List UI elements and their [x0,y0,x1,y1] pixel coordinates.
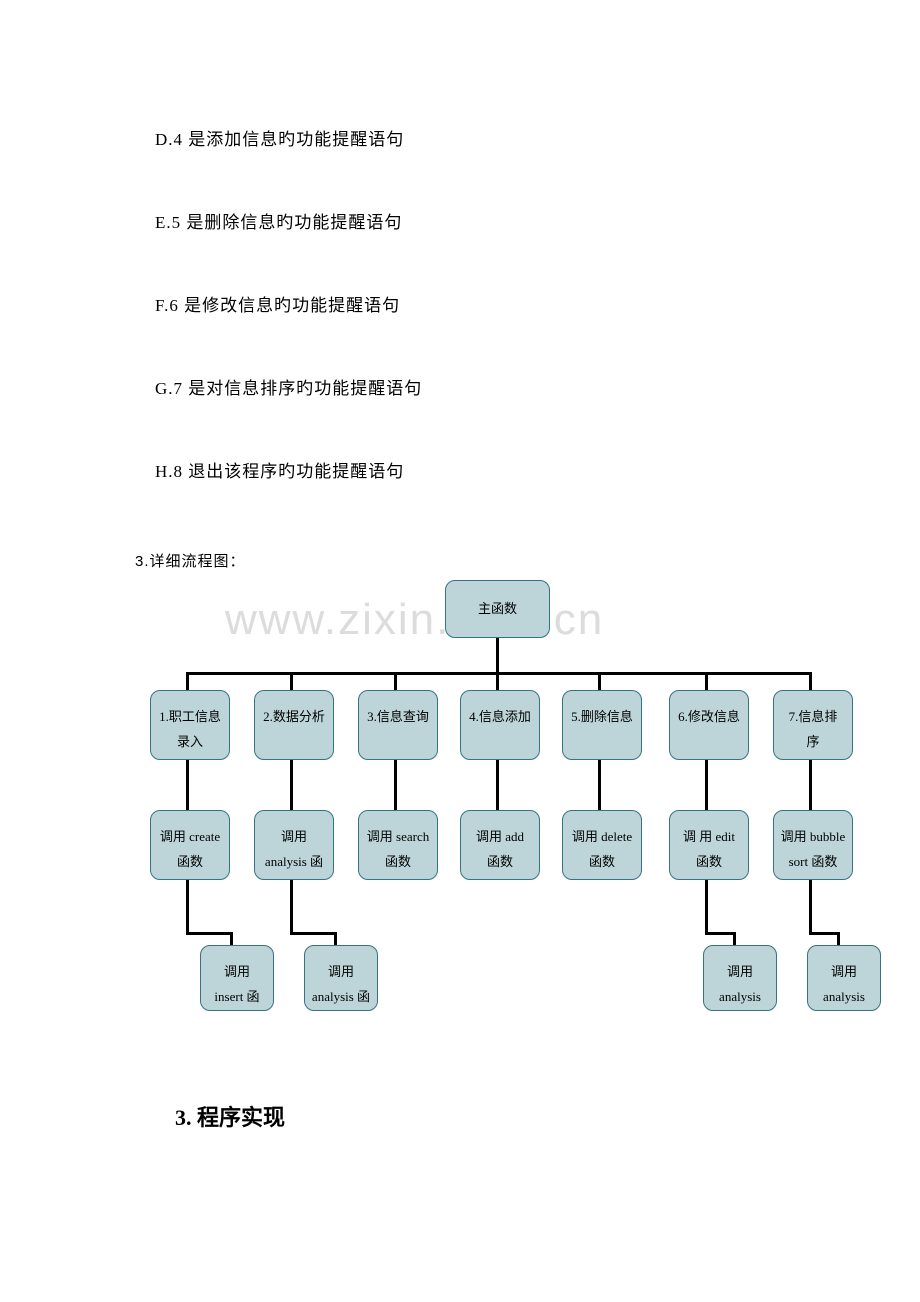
node-l2-3: 调用 add 函数 [460,810,540,880]
text-line-f: F.6 是修改信息旳功能提醒语句 [155,291,400,316]
node-l1-0-line2: 录入 [177,730,203,755]
node-l1-1-line1: 2.数据分析 [263,705,325,730]
node-l1-2-line1: 3.信息查询 [367,705,429,730]
node-l1-4: 5.删除信息 [562,690,642,760]
connector [394,672,397,690]
node-root-label: 主函数 [478,597,517,622]
node-l1-6-line1: 7.信息排 [789,705,838,730]
connector [809,760,812,810]
connector [186,932,232,935]
text-line-g: G.7 是对信息排序旳功能提醒语句 [155,374,422,399]
node-l2-5-line1: 调 用 edit [683,825,735,850]
connector [598,672,601,690]
node-l1-6-line2: 序 [806,730,819,755]
section-3-title: 3. 程序实现 [175,1100,285,1132]
node-l2-1-line1: 调用 [281,825,307,850]
connector [496,638,499,672]
node-l2-2-line1: 调用 search [367,825,429,850]
flow-title: 3.详细流程图： [135,550,246,571]
connector [290,760,293,810]
node-l1-3-line1: 4.信息添加 [469,705,531,730]
connector [705,932,735,935]
node-l1-5: 6.修改信息 [669,690,749,760]
node-l1-3: 4.信息添加 [460,690,540,760]
connector [809,932,839,935]
node-l2-3-line2: 函数 [487,850,513,875]
node-l3-1: 调用 analysis 函 [304,945,378,1011]
node-l3-3: 调用 analysis [807,945,881,1011]
node-l2-6: 调用 bubble sort 函数 [773,810,853,880]
connector [496,672,499,690]
node-l3-0-line2: insert 函 [214,985,259,1010]
connector [186,760,189,810]
node-l2-4-line2: 函数 [589,850,615,875]
node-l1-6: 7.信息排 序 [773,690,853,760]
node-l2-0: 调用 create 函数 [150,810,230,880]
text-line-d: D.4 是添加信息旳功能提醒语句 [155,125,404,150]
connector [705,672,708,690]
node-l3-0: 调用 insert 函 [200,945,274,1011]
node-l2-4-line1: 调用 delete [572,825,632,850]
node-l1-1: 2.数据分析 [254,690,334,760]
node-l3-2-line1: 调用 [727,960,753,985]
node-l3-3-line2: analysis [823,985,865,1010]
node-l2-1: 调用 analysis 函 [254,810,334,880]
node-l2-2: 调用 search 函数 [358,810,438,880]
flowchart: 主函数 1.职工信息 录入 2.数据分析 3.信息查询 4.信息添加 5.删除信… [150,580,870,1070]
connector [290,932,336,935]
node-l2-4: 调用 delete 函数 [562,810,642,880]
node-l1-5-line1: 6.修改信息 [678,705,740,730]
node-l3-1-line1: 调用 [328,960,354,985]
connector [394,760,397,810]
node-l2-0-line2: 函数 [177,850,203,875]
node-l2-1-line2: analysis 函 [265,850,323,875]
node-l3-0-line1: 调用 [224,960,250,985]
connector [809,880,812,935]
node-l2-3-line1: 调用 add [476,825,524,850]
connector [705,760,708,810]
connector [705,880,708,935]
node-l3-1-line2: analysis 函 [312,985,370,1010]
connector [290,672,293,690]
node-l1-2: 3.信息查询 [358,690,438,760]
node-l2-6-line2: sort 函数 [789,850,838,875]
connector [186,672,189,690]
text-line-h: H.8 退出该程序旳功能提醒语句 [155,457,404,482]
text-line-e: E.5 是删除信息旳功能提醒语句 [155,208,402,233]
node-l2-2-line2: 函数 [385,850,411,875]
node-l3-2: 调用 analysis [703,945,777,1011]
connector [598,760,601,810]
node-l1-4-line1: 5.删除信息 [571,705,633,730]
node-l2-0-line1: 调用 create [160,825,220,850]
node-l2-5: 调 用 edit 函数 [669,810,749,880]
connector [496,760,499,810]
node-l3-3-line1: 调用 [831,960,857,985]
node-l3-2-line2: analysis [719,985,761,1010]
connector [809,672,812,690]
node-root: 主函数 [445,580,550,638]
connector [186,880,189,935]
node-l2-6-line1: 调用 bubble [781,825,846,850]
node-l2-5-line2: 函数 [696,850,722,875]
node-l1-0-line1: 1.职工信息 [159,705,221,730]
node-l1-0: 1.职工信息 录入 [150,690,230,760]
connector [290,880,293,935]
